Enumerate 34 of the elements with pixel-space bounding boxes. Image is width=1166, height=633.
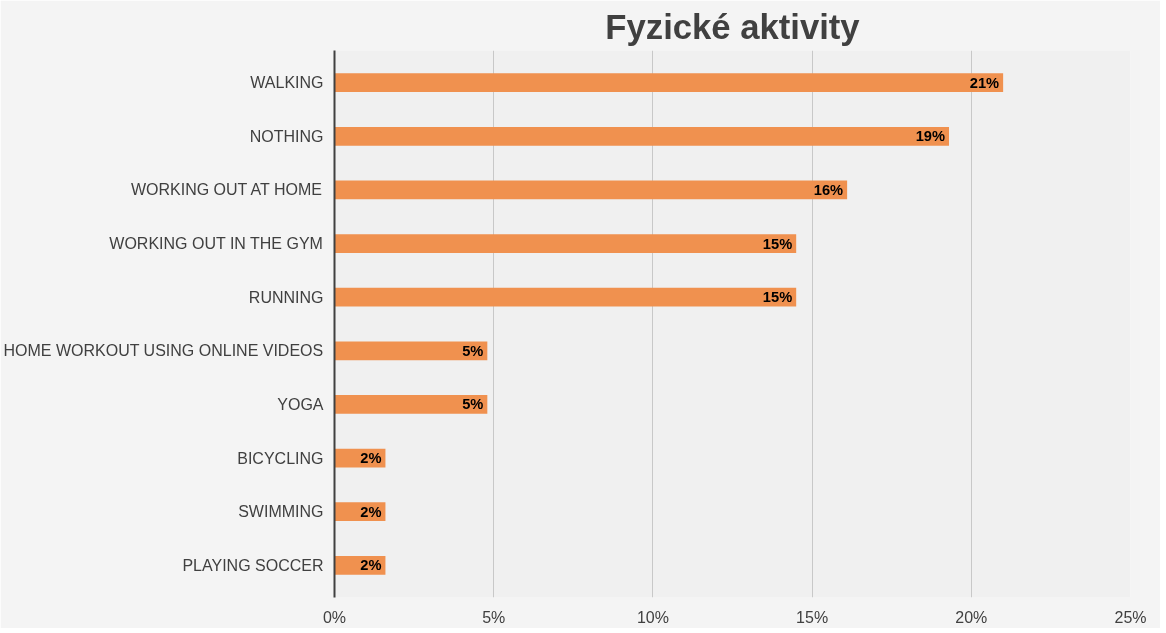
y-tick-label: WALKING (250, 74, 324, 92)
x-tick-label: 0% (322, 608, 347, 626)
x-tick-label: 20% (955, 608, 988, 626)
data-label: 21% (969, 74, 1000, 91)
y-tick-label: HOME WORKOUT USING ONLINE VIDEOS (3, 342, 324, 360)
data-label: 5% (462, 396, 484, 413)
y-tick-label: RUNNING (248, 288, 324, 306)
x-tick-label: 10% (636, 608, 669, 626)
y-tick-label: SWIMMING (238, 503, 324, 521)
y-tick-label: WORKING OUT IN THE GYM (109, 235, 323, 253)
y-tick-label: PLAYING SOCCER (182, 556, 324, 574)
x-tick-label: 5% (482, 608, 506, 626)
x-tick-label: 15% (796, 608, 829, 626)
data-label: 15% (762, 235, 793, 252)
x-tick-label: 25% (1114, 608, 1147, 626)
data-label: 2% (360, 503, 382, 520)
bar (334, 287, 797, 307)
y-tick-label: WORKING OUT AT HOME (130, 181, 323, 199)
bar (334, 395, 488, 414)
bar (334, 341, 488, 361)
data-label: 5% (462, 342, 484, 359)
data-label: 2% (360, 450, 382, 467)
data-label: 15% (762, 289, 793, 306)
chart-title: Fyzické aktivity (605, 7, 861, 46)
bar (334, 126, 950, 146)
data-label: 19% (915, 128, 946, 145)
data-label: 16% (813, 181, 844, 198)
y-tick-label: NOTHING (249, 127, 324, 145)
y-tick-label: BICYCLING (237, 449, 324, 467)
bar (334, 73, 1004, 93)
y-tick-label: YOGA (277, 395, 324, 413)
bar (334, 234, 797, 253)
bar (334, 180, 848, 200)
data-label: 2% (360, 557, 382, 574)
